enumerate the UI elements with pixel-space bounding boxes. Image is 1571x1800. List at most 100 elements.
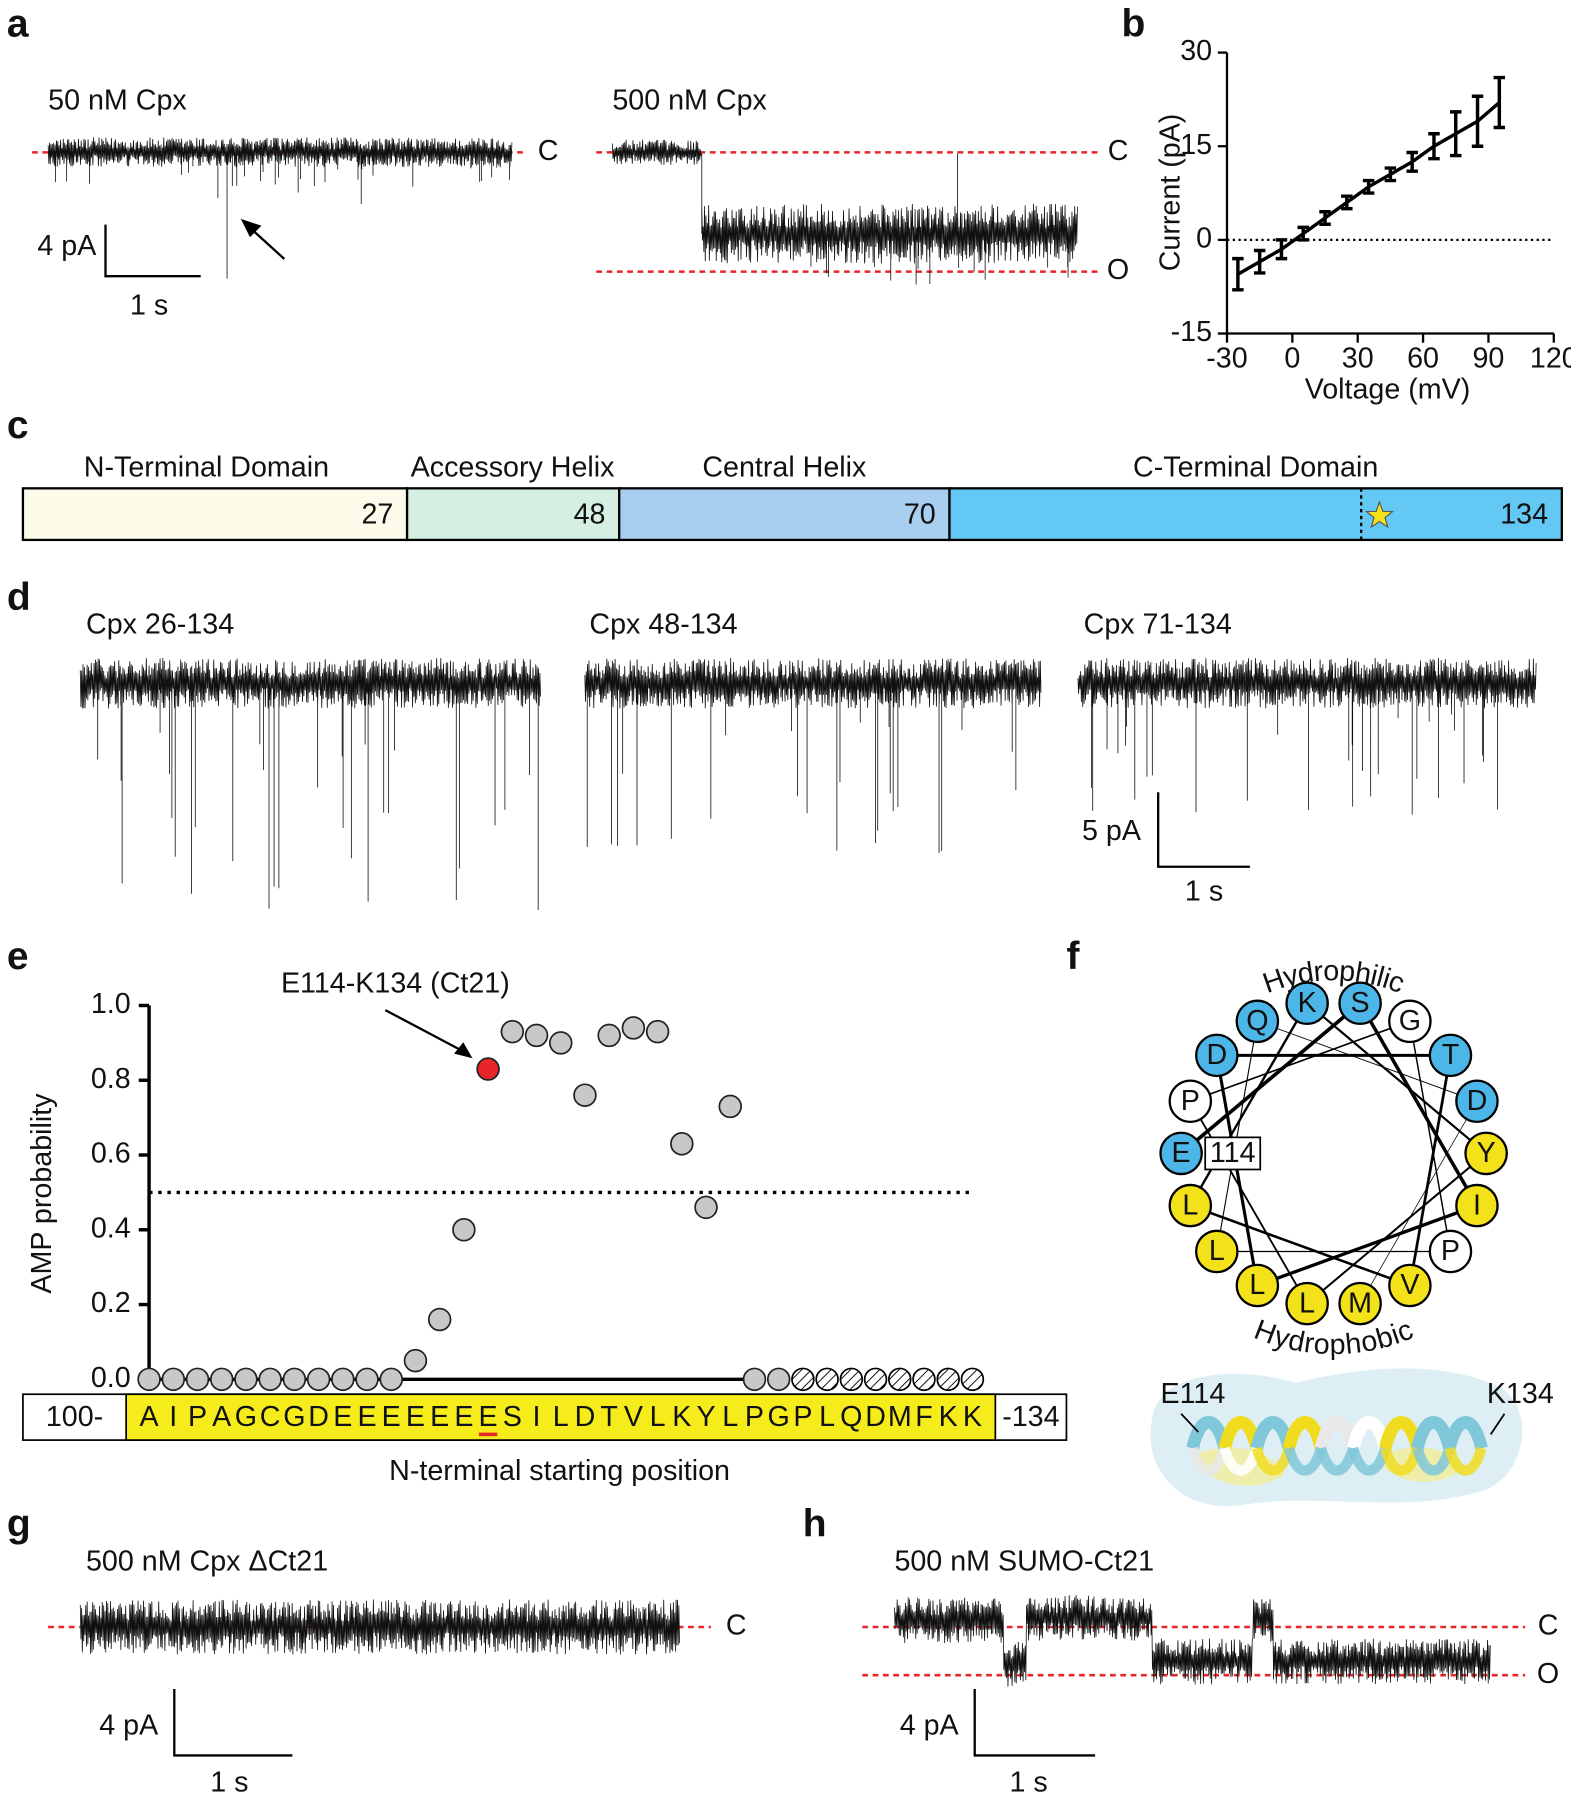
error-bar (1275, 238, 1288, 261)
residue: I (169, 1401, 177, 1433)
residue: A (212, 1401, 232, 1433)
y-tick-label: 0.0 (91, 1362, 131, 1394)
helix-ribbon-back (1444, 1446, 1487, 1476)
helix-end-label: K134 (1487, 1378, 1554, 1410)
wheel-residue (1428, 1229, 1473, 1274)
residue: C (260, 1401, 281, 1433)
wheel-letter: L (1249, 1269, 1265, 1301)
wheel-residue (1388, 1263, 1432, 1308)
point (766, 1367, 791, 1392)
point (621, 1016, 646, 1040)
error-bar (1297, 225, 1309, 242)
panel-label: b (1121, 2, 1145, 45)
residue: E (333, 1401, 352, 1433)
x-tick-label: 60 (1407, 342, 1439, 374)
sequence-start: 100- (46, 1401, 103, 1433)
state-label: C (538, 135, 559, 167)
scale-current-label: 4 pA (900, 1709, 960, 1741)
error-bar (1384, 166, 1397, 183)
current-trace (584, 658, 1042, 854)
residue: S (503, 1401, 522, 1433)
start-label: 114 (1210, 1137, 1256, 1169)
wheel-bond (1257, 1020, 1478, 1102)
untested-point (839, 1367, 864, 1392)
residue: L (553, 1401, 569, 1433)
wheel-letter: L (1209, 1235, 1225, 1267)
error-bar (1253, 248, 1266, 275)
trace-label: 500 nM Cpx (612, 84, 767, 116)
wheel-residue (1168, 1079, 1213, 1124)
point (209, 1367, 234, 1392)
residue: E (406, 1401, 425, 1433)
current-trace (894, 1595, 1491, 1687)
annotation: E114-K134 (Ct21) (281, 967, 510, 999)
scale-bar (173, 1688, 293, 1757)
wheel-bond (1189, 1100, 1308, 1305)
wheel-letter: Q (1246, 1005, 1268, 1037)
state-label: C (1108, 135, 1129, 167)
residue: K (963, 1401, 982, 1433)
domain-end: 48 (574, 498, 606, 530)
residue: P (188, 1401, 207, 1433)
domain-name: C-Terminal Domain (1133, 451, 1378, 483)
wheel-bond (1408, 1055, 1452, 1286)
error-bar (1471, 94, 1484, 148)
wheel-bond (1306, 1152, 1487, 1305)
point (548, 1031, 573, 1055)
domain-segment (21, 487, 409, 542)
state-label: C (1538, 1610, 1559, 1642)
wheel-residue (1195, 1229, 1239, 1274)
untested-point (888, 1367, 912, 1392)
residue: Q (840, 1401, 862, 1433)
wheel-residue (1285, 981, 1329, 1026)
error-bar (1362, 178, 1375, 195)
residue: F (915, 1401, 933, 1433)
residue: G (235, 1401, 257, 1433)
residue: L (650, 1401, 666, 1433)
scale-time-label: 1 s (210, 1767, 248, 1799)
wheel-residue (1428, 1033, 1473, 1078)
wheel-letter: E (1172, 1137, 1191, 1169)
state-label: O (1537, 1658, 1559, 1690)
error-bar (1493, 75, 1506, 130)
x-tick-label: 30 (1342, 342, 1374, 374)
trace-label: 50 nM Cpx (48, 84, 187, 116)
wheel-residue (1455, 1079, 1499, 1124)
state-label: O (1107, 254, 1129, 286)
y-tick-label: 0.8 (91, 1063, 131, 1095)
y-tick-label: 0 (1196, 222, 1212, 254)
point (331, 1367, 355, 1392)
current-trace (79, 1599, 680, 1655)
residue: D (308, 1401, 329, 1433)
trace-label: 500 nM Cpx ΔCt21 (86, 1545, 328, 1577)
wheel-residue (1159, 1131, 1203, 1176)
domain-segment (405, 487, 621, 542)
wheel-region-label: Hydrophilic (1259, 955, 1409, 1000)
x-axis-label: N-terminal starting position (389, 1455, 730, 1487)
wheel-bond (1179, 1001, 1362, 1155)
arrow-head (240, 218, 262, 238)
wheel-residue (1195, 1033, 1239, 1078)
wheel-residue (1388, 999, 1432, 1044)
start-box (1204, 1136, 1262, 1171)
current-trace (1077, 658, 1537, 815)
wheel-region-text: Hydrophobic (1250, 1313, 1417, 1360)
point (306, 1367, 331, 1392)
helix-pointer (1180, 1413, 1199, 1433)
residue: V (624, 1401, 643, 1433)
point (403, 1348, 428, 1373)
point (670, 1132, 694, 1156)
wheel-letter: I (1473, 1189, 1481, 1221)
sequence-highlight (125, 1393, 997, 1441)
y-tick-label: 15 (1180, 129, 1212, 161)
y-axis-label: AMP probability (26, 1093, 58, 1294)
helix-start-label: E114 (1160, 1378, 1225, 1410)
domain-end: 70 (904, 498, 936, 530)
point (452, 1218, 476, 1242)
wheel-region-text: Hydrophilic (1259, 955, 1409, 1000)
residue: K (672, 1401, 691, 1433)
panel-label: g (7, 1502, 31, 1545)
wheel-letter: K (1298, 987, 1317, 1019)
y-tick-label: -15 (1171, 316, 1212, 348)
